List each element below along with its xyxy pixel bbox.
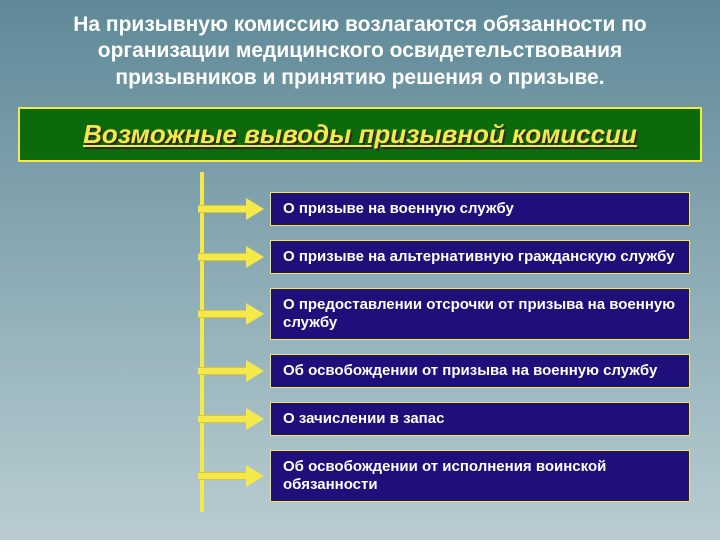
tree-item: О зачислении в запас [270, 402, 690, 436]
tree-item: О предоставлении отсрочки от призыва на … [270, 288, 690, 340]
arrow-icon [198, 198, 264, 220]
item-label: Об освобождении от призыва на военную сл… [270, 354, 690, 388]
tree-items: О призыве на военную службу О призыве на … [270, 192, 690, 516]
tree-item: Об освобождении от призыва на военную сл… [270, 354, 690, 388]
item-label: О предоставлении отсрочки от призыва на … [270, 288, 690, 340]
tree-item: О призыве на альтернативную гражданскую … [270, 240, 690, 274]
arrow-icon [198, 408, 264, 430]
item-label: Об освобождении от исполнения воинской о… [270, 450, 690, 502]
arrow-icon [198, 360, 264, 382]
tree-item: О призыве на военную службу [270, 192, 690, 226]
slide-content: На призывную комиссию возлагаются обязан… [0, 0, 720, 540]
intro-text: На призывную комиссию возлагаются обязан… [0, 0, 720, 101]
item-label: О призыве на военную службу [270, 192, 690, 226]
arrow-icon [198, 303, 264, 325]
tree-diagram: О призыве на военную службу О призыве на … [0, 172, 720, 552]
arrow-icon [198, 246, 264, 268]
arrow-icon [198, 465, 264, 487]
tree-item: Об освобождении от исполнения воинской о… [270, 450, 690, 502]
tree-stem [200, 172, 204, 512]
item-label: О зачислении в запас [270, 402, 690, 436]
title-text: Возможные выводы призывной комиссии [83, 119, 637, 149]
title-box: Возможные выводы призывной комиссии [18, 107, 702, 162]
item-label: О призыве на альтернативную гражданскую … [270, 240, 690, 274]
